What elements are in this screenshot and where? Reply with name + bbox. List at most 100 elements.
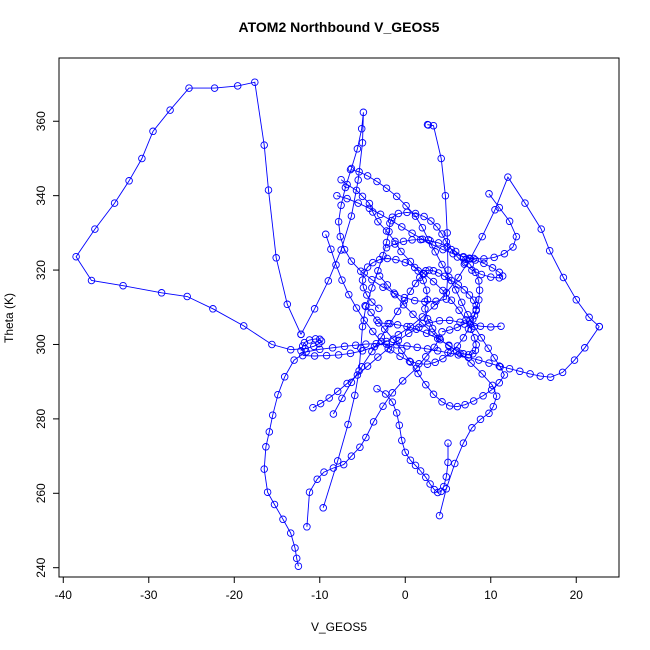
data-point (119, 281, 127, 290)
data-point (478, 232, 486, 241)
data-point (382, 337, 391, 346)
data-point (429, 121, 438, 130)
data-point (505, 217, 514, 226)
series-line (312, 319, 502, 409)
data-point (516, 367, 524, 376)
data-point (376, 210, 385, 219)
data-point (438, 260, 446, 269)
data-point (500, 371, 509, 379)
data-point (416, 467, 425, 475)
data-point (345, 290, 353, 299)
data-point (379, 283, 387, 291)
data-point (324, 277, 333, 285)
data-point (286, 529, 295, 537)
data-point (319, 504, 327, 512)
data-point (328, 344, 337, 352)
data-point (475, 286, 484, 294)
data-point (537, 225, 545, 233)
data-point (478, 370, 486, 378)
data-point (442, 295, 451, 303)
data-point (339, 460, 348, 469)
data-point (406, 287, 415, 296)
data-point (374, 217, 382, 226)
data-point (468, 424, 476, 432)
data-point (298, 351, 307, 360)
x-axis: -40 -30 -20 -10 0 10 20 (55, 577, 583, 602)
series-line (376, 388, 449, 494)
data-point (336, 232, 345, 241)
data-point (521, 199, 529, 207)
data-point (149, 127, 157, 136)
data-point (305, 488, 314, 496)
series-line (362, 258, 477, 356)
data-point (294, 562, 303, 570)
x-tick-label: 10 (484, 588, 498, 602)
data-point (472, 306, 480, 315)
data-point (341, 183, 350, 192)
data-point (419, 269, 427, 278)
data-point (398, 436, 406, 445)
data-point (472, 341, 480, 349)
data-point (461, 400, 469, 409)
data-point (404, 329, 413, 338)
data-point (369, 418, 378, 426)
data-point (476, 322, 485, 330)
chart-title: ATOM2 Northbound V_GEOS5 (239, 19, 440, 35)
data-point (393, 307, 402, 316)
data-point (297, 347, 305, 355)
data-point (340, 245, 349, 254)
data-point (262, 443, 270, 451)
data-point (403, 322, 411, 331)
data-point (362, 340, 370, 348)
data-point (423, 360, 432, 368)
data-point (359, 108, 368, 117)
data-point (209, 305, 217, 313)
series-line (378, 322, 498, 516)
data-point (438, 398, 446, 406)
data-point (337, 246, 345, 254)
data-point (439, 482, 448, 491)
data-point (467, 359, 475, 367)
data-point (418, 313, 427, 321)
data-point (396, 352, 404, 361)
data-point (363, 172, 372, 180)
data-point (309, 403, 317, 412)
data-point (546, 373, 555, 381)
series-line (336, 193, 517, 260)
y-axis: 240 260 280 300 320 340 360 (34, 111, 59, 578)
x-tick-label: -10 (311, 588, 329, 602)
data-point (346, 349, 355, 358)
data-point (443, 229, 451, 237)
y-tick-label: 300 (34, 334, 48, 354)
data-point (347, 257, 356, 265)
data-point (401, 258, 410, 267)
data-point (265, 428, 274, 436)
data-point (368, 347, 376, 356)
data-point (291, 544, 299, 552)
data-point (459, 439, 468, 447)
data-point (433, 488, 442, 497)
data-point (484, 344, 492, 352)
data-point (536, 372, 545, 380)
data-point (379, 402, 387, 410)
data-point (357, 363, 366, 371)
data-point (444, 348, 452, 357)
data-point (445, 402, 454, 410)
data-point (398, 377, 407, 385)
data-point (305, 336, 314, 344)
data-point (454, 273, 463, 282)
series-line (300, 112, 449, 335)
data-point (495, 362, 504, 370)
data-point (433, 347, 442, 355)
plot-frame (58, 57, 620, 578)
data-point (283, 300, 292, 309)
data-point (397, 247, 405, 256)
data-point (435, 511, 444, 520)
data-point (260, 141, 268, 149)
data-point (292, 554, 301, 563)
data-point (424, 121, 433, 129)
data-point (442, 473, 451, 481)
y-tick-label: 360 (34, 111, 48, 131)
data-point (505, 364, 514, 373)
data-point (487, 323, 495, 331)
